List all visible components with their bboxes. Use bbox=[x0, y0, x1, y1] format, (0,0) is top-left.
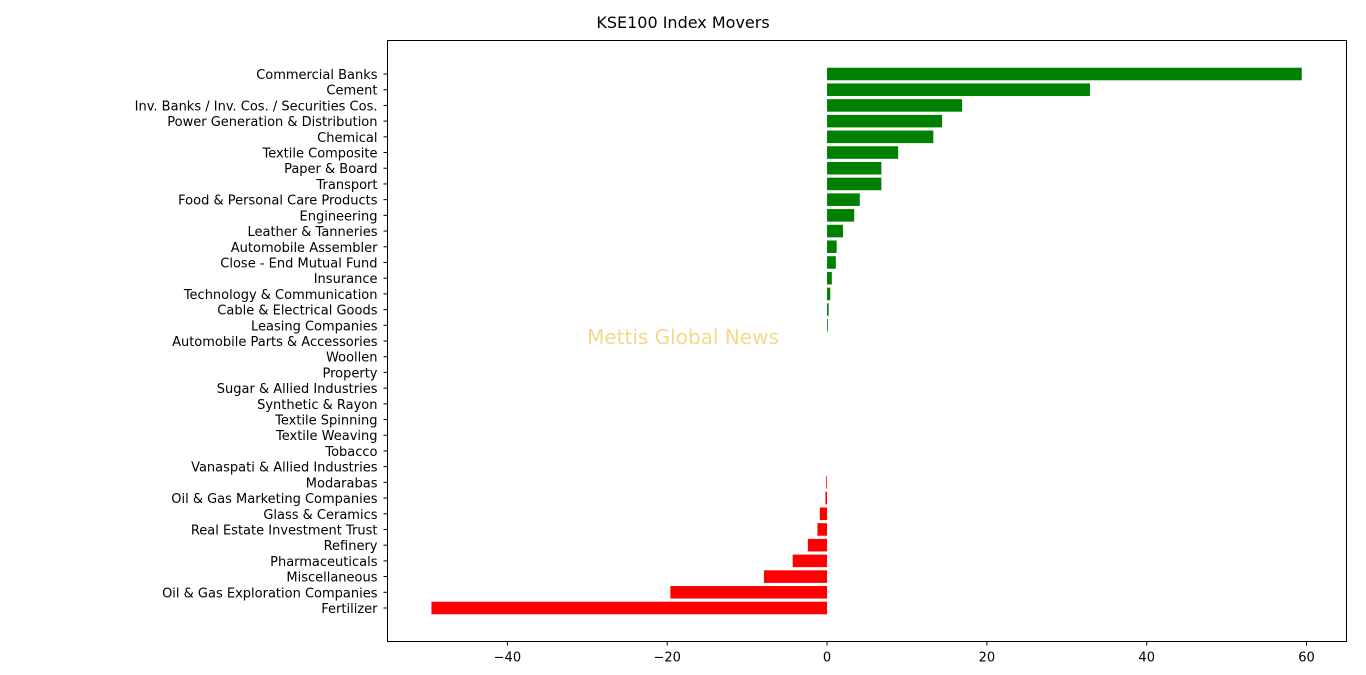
category-label: Vanaspati & Allied Industries bbox=[191, 461, 378, 476]
category-label: Engineering bbox=[300, 209, 378, 224]
bar bbox=[827, 99, 963, 112]
category-label: Paper & Board bbox=[284, 162, 377, 177]
bar bbox=[431, 601, 828, 615]
bar bbox=[819, 507, 828, 521]
watermark-text: Mettis Global News bbox=[587, 325, 779, 349]
bar bbox=[826, 476, 828, 489]
category-label: Textile Spinning bbox=[274, 414, 377, 429]
bar bbox=[825, 491, 828, 505]
category-label: Pharmaceuticals bbox=[270, 555, 378, 570]
category-label: Textile Weaving bbox=[275, 429, 378, 444]
category-label: Sugar & Allied Industries bbox=[217, 382, 378, 397]
category-label: Synthetic & Rayon bbox=[257, 398, 377, 413]
x-tick-label: 40 bbox=[1138, 651, 1155, 666]
category-label: Inv. Banks / Inv. Cos. / Securities Cos. bbox=[135, 99, 378, 114]
bar bbox=[807, 538, 828, 552]
category-label: Cable & Electrical Goods bbox=[217, 304, 377, 319]
bar bbox=[827, 177, 882, 191]
x-tick-label: 60 bbox=[1298, 651, 1315, 666]
category-label: Food & Personal Care Products bbox=[178, 194, 378, 209]
category-label: Real Estate Investment Trust bbox=[191, 523, 378, 538]
category-label: Woollen bbox=[326, 351, 377, 366]
bar bbox=[827, 209, 855, 222]
category-label: Cement bbox=[326, 84, 377, 99]
category-label: Fertilizer bbox=[321, 602, 378, 617]
category-label: Transport bbox=[315, 178, 377, 193]
bar bbox=[827, 161, 882, 175]
category-label: Textile Composite bbox=[261, 147, 377, 162]
x-tick-label: 0 bbox=[823, 651, 831, 666]
plot-frame bbox=[387, 40, 1347, 642]
bar bbox=[792, 554, 828, 568]
category-label: Leasing Companies bbox=[251, 319, 378, 334]
bar bbox=[827, 240, 837, 254]
x-tick-label: −40 bbox=[494, 651, 521, 666]
bar bbox=[827, 114, 943, 128]
bar bbox=[827, 146, 899, 159]
category-label: Oil & Gas Exploration Companies bbox=[162, 586, 378, 601]
category-label: Leather & Tanneries bbox=[247, 225, 377, 240]
x-tick-label: −20 bbox=[653, 651, 680, 666]
category-label: Modarabas bbox=[306, 476, 378, 491]
category-label: Chemical bbox=[317, 131, 377, 146]
category-label: Technology & Communication bbox=[183, 288, 378, 303]
category-label: Property bbox=[322, 366, 377, 381]
category-label: Tobacco bbox=[324, 445, 377, 460]
bar bbox=[827, 271, 832, 285]
bar bbox=[827, 256, 836, 269]
bar bbox=[763, 570, 828, 583]
chart-title: KSE100 Index Movers bbox=[596, 13, 769, 32]
category-label: Miscellaneous bbox=[286, 571, 377, 586]
bar bbox=[827, 287, 831, 301]
category-label: Automobile Assembler bbox=[231, 241, 378, 256]
category-label: Refinery bbox=[324, 539, 378, 554]
category-label: Glass & Ceramics bbox=[263, 508, 377, 523]
bar bbox=[827, 224, 844, 238]
bar bbox=[827, 303, 829, 316]
bar bbox=[827, 67, 1302, 81]
bars-group bbox=[431, 67, 1302, 615]
category-label: Power Generation & Distribution bbox=[167, 115, 377, 130]
bar bbox=[817, 523, 828, 536]
bar bbox=[827, 193, 860, 206]
x-axis-ticks: −40 −20 0 20 40 60 bbox=[494, 641, 1315, 666]
category-label: Automobile Parts & Accessories bbox=[172, 335, 378, 350]
x-tick-label: 20 bbox=[979, 651, 996, 666]
bar bbox=[827, 319, 828, 332]
bar bbox=[670, 586, 828, 599]
bar bbox=[827, 130, 934, 144]
category-label: Commercial Banks bbox=[256, 68, 378, 83]
category-label: Oil & Gas Marketing Companies bbox=[171, 492, 377, 507]
category-label: Insurance bbox=[314, 272, 378, 287]
bar bbox=[827, 83, 1090, 96]
category-label: Close - End Mutual Fund bbox=[220, 256, 377, 271]
